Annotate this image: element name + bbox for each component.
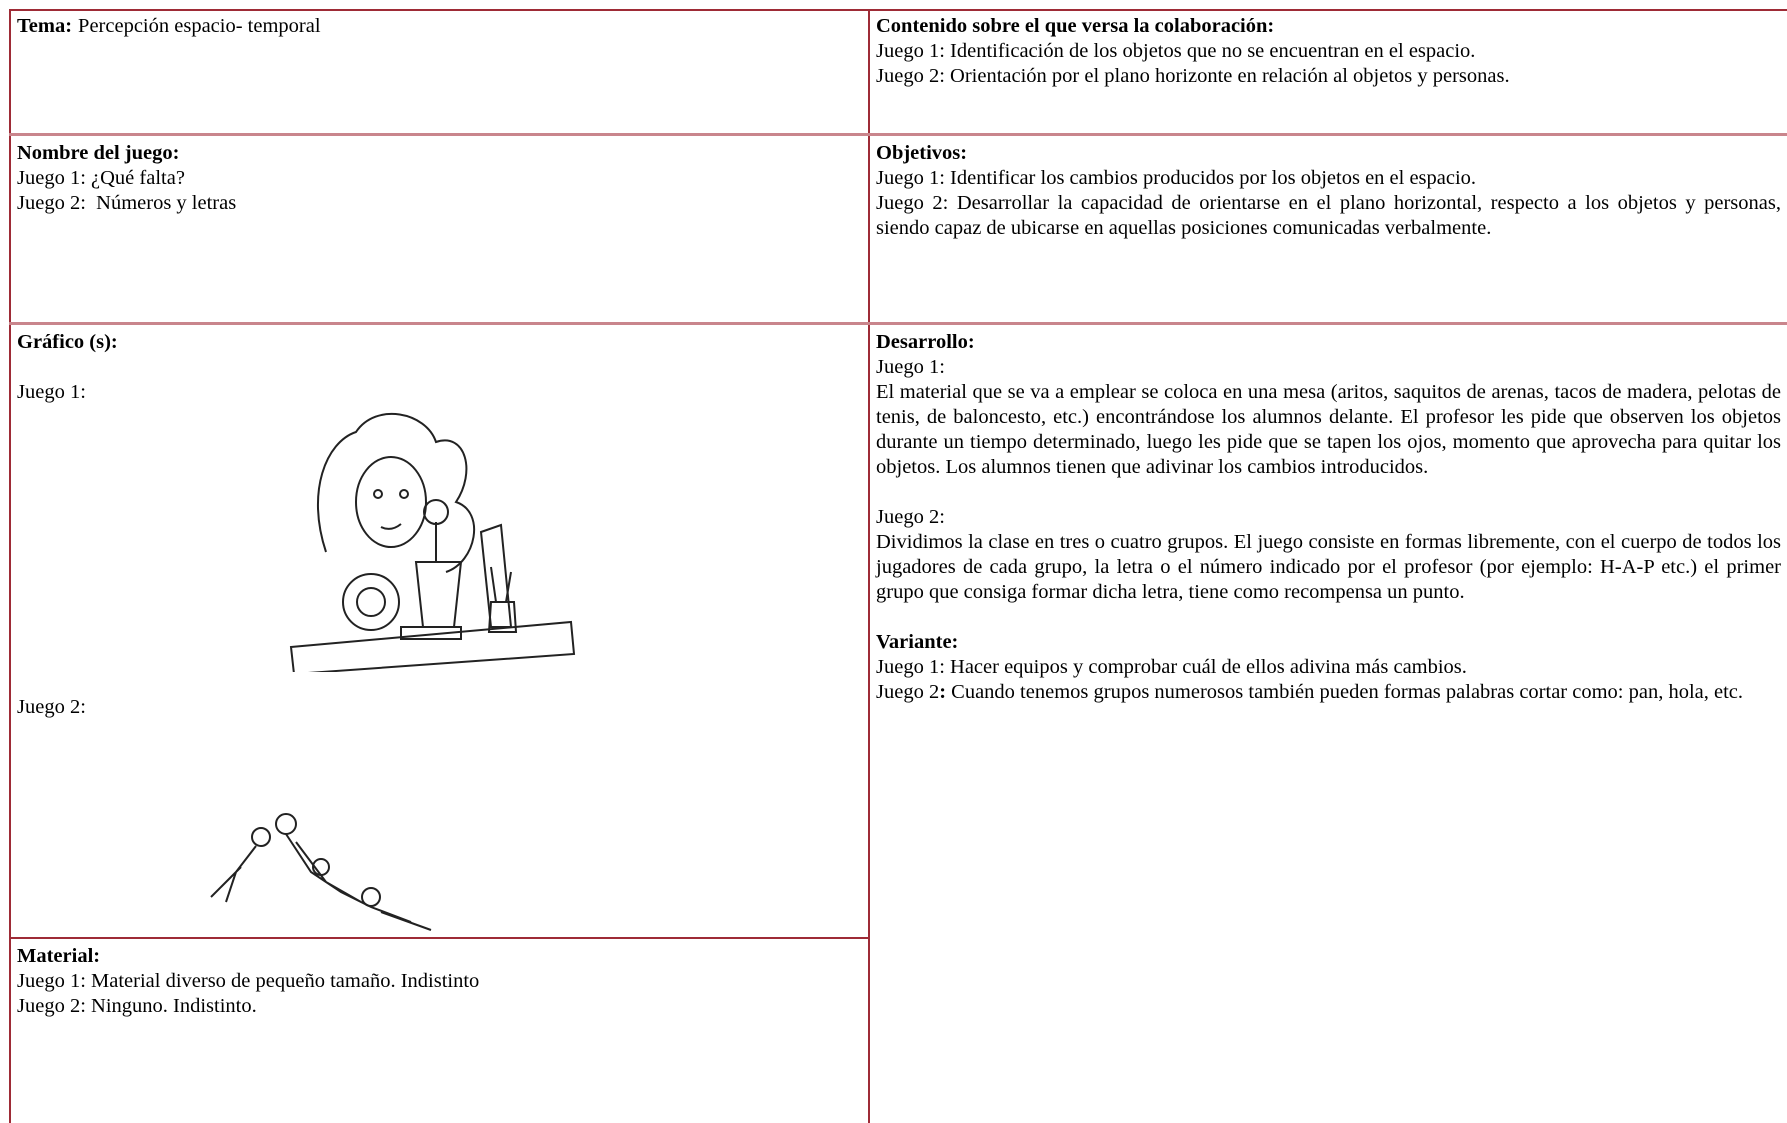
paragraph: El material que se va a emplear se coloc… <box>876 381 1781 478</box>
table-border <box>9 9 1787 11</box>
text: Juego 1: <box>17 381 86 403</box>
label: Tema: <box>17 15 73 37</box>
label: Nombre del juego: <box>17 142 180 164</box>
text: Juego 1: Material diverso de pequeño tam… <box>17 970 480 992</box>
label: Gráfico (s): <box>17 331 118 353</box>
row-border <box>9 322 1787 325</box>
illustration-juego2 <box>210 813 432 931</box>
text: Juego 1: Identificar los cambios produci… <box>876 167 1477 189</box>
text: Juego 2 <box>876 681 940 703</box>
text: Juego 1: Identificación de los objetos q… <box>876 40 1476 62</box>
text: Juego 2: <box>876 506 945 528</box>
text: Juego 2: Desarrollar la capacidad de ori… <box>876 192 1781 239</box>
label: Desarrollo: <box>876 331 975 353</box>
text: Juego 2: Orientación por el plano horizo… <box>876 65 1510 87</box>
text: Juego 2: <box>17 696 86 718</box>
text: Juego 1: ¿Qué falta? <box>17 167 185 189</box>
material-cell: Material: Juego 1: Material diverso de p… <box>11 941 868 1022</box>
desarrollo-cell: Desarrollo: Juego 1: El material que se … <box>870 327 1787 708</box>
text: Juego 1: <box>876 356 945 378</box>
nombre-cell: Nombre del juego: Juego 1: ¿Qué falta? J… <box>11 138 868 219</box>
label: Variante: <box>876 631 959 653</box>
label: Contenido sobre el que versa la colabora… <box>876 15 1275 37</box>
table-border <box>9 9 11 1123</box>
text: Juego 1: Hacer equipos y comprobar cuál … <box>876 656 1467 678</box>
contenido-cell: Contenido sobre el que versa la colabora… <box>870 11 1787 92</box>
row-border <box>9 133 1787 136</box>
row-border <box>9 937 869 939</box>
table-border <box>868 9 870 1123</box>
illustration-juego1 <box>289 413 576 672</box>
label: Objetivos: <box>876 142 968 164</box>
grafico-cell: Gráfico (s): Juego 1: Juego 2: <box>11 327 868 935</box>
tema-cell: Tema: Percepción espacio- temporal <box>11 11 868 42</box>
text: Percepción espacio- temporal <box>78 15 321 37</box>
paragraph: Dividimos la clase en tres o cuatro grup… <box>876 531 1781 603</box>
objetivos-cell: Objetivos: Juego 1: Identificar los camb… <box>870 138 1787 244</box>
text: Cuando tenemos grupos numerosos también … <box>951 681 1744 703</box>
text: : <box>939 681 947 703</box>
label: Material: <box>17 945 101 967</box>
text: Juego 2: Ninguno. Indistinto. <box>17 995 257 1017</box>
text: Juego 2: Números y letras <box>17 192 237 214</box>
